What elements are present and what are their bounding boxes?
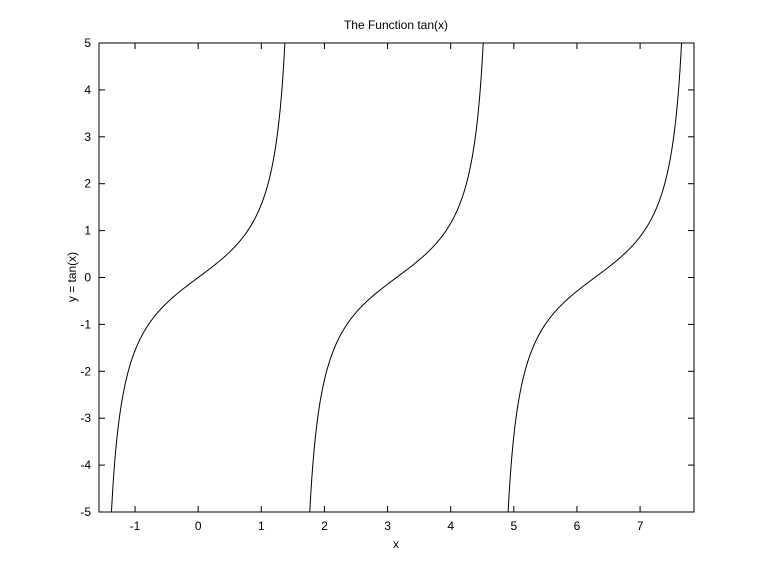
x-tick-label: 0 xyxy=(195,519,202,533)
y-tick-label: -4 xyxy=(80,458,91,472)
x-tick-label: 6 xyxy=(574,519,581,533)
y-tick-label: -2 xyxy=(80,364,91,378)
x-tick-label: 3 xyxy=(384,519,391,533)
y-tick-label: 3 xyxy=(84,130,91,144)
x-tick-label: 7 xyxy=(637,519,644,533)
x-tick-label: -1 xyxy=(130,519,141,533)
y-tick-label: 0 xyxy=(84,271,91,285)
y-tick-label: 4 xyxy=(84,83,91,97)
y-tick-label: 2 xyxy=(84,177,91,191)
plot-area: -1 0 1 2 3 4 5 6 7 -5 -4 -3 -2 -1 0 1 2 3 4 5 xyxy=(80,36,695,533)
x-axis-label: x xyxy=(393,537,399,551)
y-tick-label: -5 xyxy=(80,505,91,519)
x-tick-label: 1 xyxy=(258,519,265,533)
x-tick-label: 5 xyxy=(510,519,517,533)
y-axis-label: y = tan(x) xyxy=(65,252,79,302)
y-tick-label: -3 xyxy=(80,411,91,425)
x-tick-label: 4 xyxy=(447,519,454,533)
y-tick-label: -1 xyxy=(80,317,91,331)
y-tick-label: 1 xyxy=(84,224,91,238)
x-tick-label: 2 xyxy=(321,519,328,533)
series-tan-line xyxy=(110,42,683,513)
y-tick-label: 5 xyxy=(84,36,91,50)
chart-title: The Function tan(x) xyxy=(344,18,448,32)
